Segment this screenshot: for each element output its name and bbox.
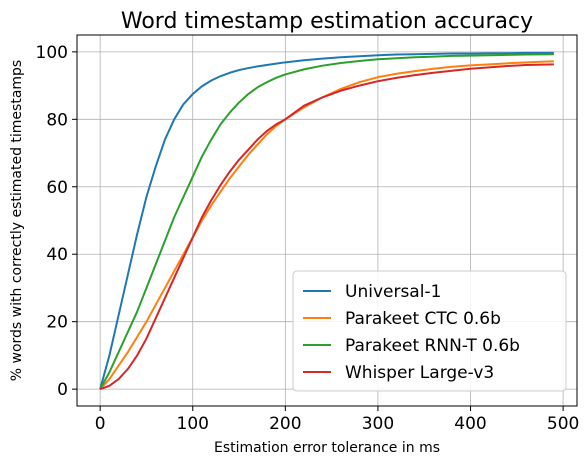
x-tick-label: 500 bbox=[547, 414, 579, 434]
y-tick-label: 0 bbox=[57, 380, 68, 400]
legend-label: Whisper Large-v3 bbox=[345, 363, 494, 383]
series-line-parakeet-ctc-0-6b bbox=[99, 60, 554, 390]
legend-box bbox=[292, 270, 567, 392]
plot-frame bbox=[76, 34, 578, 407]
legend: Universal-1 Parakeet CTC 0.6b Parakeet RNN… bbox=[292, 270, 567, 392]
chart-title: Word timestamp estimation accuracy bbox=[121, 9, 533, 34]
series-line-parakeet-rnn-t-0-6b bbox=[99, 53, 554, 390]
x-tick-label: 0 bbox=[95, 414, 106, 434]
y-tick-label: 100 bbox=[36, 43, 68, 63]
y-tick-label: 20 bbox=[46, 313, 68, 333]
x-axis-label: Estimation error tolerance in ms bbox=[214, 440, 440, 456]
x-tick-label: 300 bbox=[362, 414, 394, 434]
series-line-universal-1 bbox=[99, 51, 554, 390]
y-axis-label: % words with correctly estimated timesta… bbox=[9, 60, 25, 381]
series-lines bbox=[99, 51, 554, 391]
x-tick-label: 200 bbox=[269, 414, 301, 434]
legend-label: Universal-1 bbox=[345, 282, 441, 302]
series-line-whisper-large-v3 bbox=[99, 63, 554, 391]
legend-label: Parakeet RNN-T 0.6b bbox=[345, 336, 520, 356]
y-tick-label: 80 bbox=[46, 110, 68, 130]
ticks: 0 100 200 300 400 500 0 20 40 60 80 100 bbox=[36, 43, 580, 434]
x-tick-label: 400 bbox=[454, 414, 486, 434]
y-tick-label: 40 bbox=[46, 245, 68, 265]
grid bbox=[77, 35, 577, 406]
y-tick-label: 60 bbox=[46, 178, 68, 198]
legend-label: Parakeet CTC 0.6b bbox=[345, 309, 501, 329]
x-tick-label: 100 bbox=[177, 414, 209, 434]
